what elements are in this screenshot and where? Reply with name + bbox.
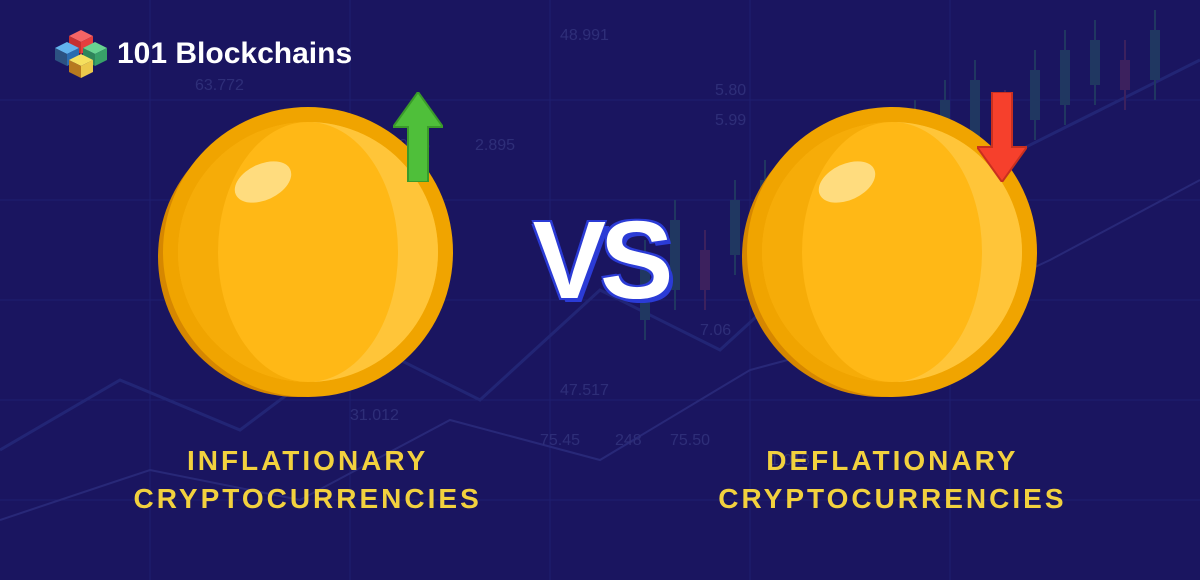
left-coin-wrap	[158, 102, 458, 402]
left-side: INFLATIONARY CRYPTOCURRENCIES	[93, 62, 523, 518]
right-side: DEFLATIONARY CRYPTOCURRENCIES	[677, 62, 1107, 518]
comparison-container: INFLATIONARY CRYPTOCURRENCIES VS DEFLATI…	[0, 0, 1200, 580]
right-label-line1: DEFLATIONARY	[766, 445, 1018, 476]
arrow-up-icon	[393, 92, 443, 182]
vs-text: VS	[533, 197, 668, 324]
right-label-line2: CRYPTOCURRENCIES	[718, 483, 1066, 514]
left-label-line1: INFLATIONARY	[187, 445, 428, 476]
right-coin-wrap	[742, 102, 1042, 402]
arrow-down-icon	[977, 92, 1027, 182]
left-label-line2: CRYPTOCURRENCIES	[133, 483, 481, 514]
right-label: DEFLATIONARY CRYPTOCURRENCIES	[718, 442, 1066, 518]
left-label: INFLATIONARY CRYPTOCURRENCIES	[133, 442, 481, 518]
